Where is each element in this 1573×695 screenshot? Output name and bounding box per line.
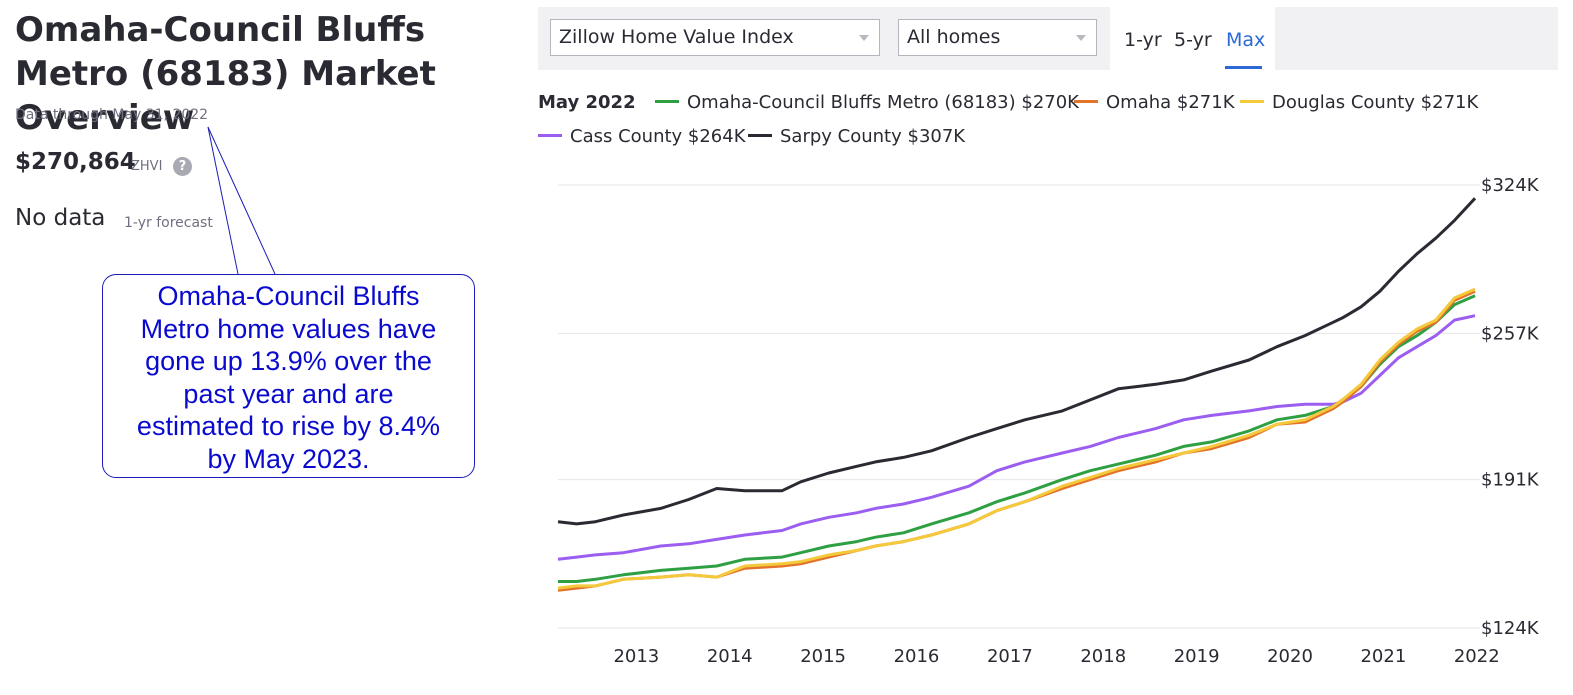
question-icon[interactable]: ? bbox=[173, 157, 192, 176]
x-tick-label: 2021 bbox=[1360, 646, 1406, 667]
tab-5-yr[interactable]: 5-yr bbox=[1174, 29, 1212, 51]
x-tick-label: 2019 bbox=[1174, 646, 1220, 667]
legend-label: Sarpy County $307K bbox=[780, 126, 966, 147]
chevron-down-icon bbox=[859, 35, 869, 41]
legend-item-sarpy-county[interactable]: Sarpy County $307K bbox=[748, 126, 965, 147]
legend-swatch bbox=[1240, 99, 1264, 103]
x-tick-label: 2018 bbox=[1080, 646, 1126, 667]
legend-swatch bbox=[1074, 99, 1098, 103]
callout-line: gone up 13.9% over the bbox=[145, 346, 432, 376]
page-title: Omaha-Council Bluffs Metro (68183) Marke… bbox=[15, 10, 436, 138]
tab-max[interactable]: Max bbox=[1226, 29, 1266, 51]
legend-label: Cass County $264K bbox=[570, 126, 746, 147]
legend-item-douglas-county[interactable]: Douglas County $271K bbox=[1240, 92, 1478, 113]
x-tick-label: 2020 bbox=[1267, 646, 1313, 667]
legend-swatch bbox=[538, 133, 562, 137]
legend-label: Omaha-Council Bluffs Metro (68183) $270K bbox=[687, 92, 1079, 113]
callout-line: Omaha-Council Bluffs bbox=[157, 281, 420, 311]
legend-date: May 2022 bbox=[538, 92, 636, 113]
annotation-callout: Omaha-Council Bluffs Metro home values h… bbox=[102, 274, 475, 478]
legend-label: Omaha $271K bbox=[1106, 92, 1235, 113]
callout-line: by May 2023. bbox=[207, 443, 370, 474]
y-tick-label: $324K bbox=[1481, 175, 1540, 196]
zhvi-label: ZHVI bbox=[131, 159, 163, 174]
callout-line: past year and are bbox=[183, 378, 394, 409]
x-tick-label: 2017 bbox=[987, 646, 1033, 667]
chevron-down-icon bbox=[1076, 35, 1086, 41]
forecast-label: 1-yr forecast bbox=[124, 215, 213, 231]
x-tick-label: 2014 bbox=[707, 646, 753, 667]
tab-1-yr[interactable]: 1-yr bbox=[1124, 29, 1162, 51]
legend-item-cass-county[interactable]: Cass County $264K bbox=[538, 126, 746, 147]
home-type-select[interactable]: All homes bbox=[898, 19, 1097, 56]
metric-select[interactable]: Zillow Home Value Index bbox=[550, 19, 880, 56]
y-tick-label: $257K bbox=[1481, 323, 1540, 344]
active-tab-indicator bbox=[1225, 66, 1262, 69]
legend-label: Douglas County $271K bbox=[1272, 92, 1479, 113]
series-line-omaha[interactable] bbox=[557, 289, 1476, 592]
legend-item-metro[interactable]: Omaha-Council Bluffs Metro (68183) $270K bbox=[655, 92, 1079, 113]
x-tick-label: 2016 bbox=[894, 646, 940, 667]
data-through-date: Data through May 31, 2022 bbox=[15, 107, 209, 123]
home-type-select-value: All homes bbox=[907, 26, 1001, 48]
series-line-douglas-county[interactable] bbox=[557, 287, 1476, 590]
x-tick-label: 2022 bbox=[1454, 646, 1500, 667]
series-line-omaha-council-bluffs-metro-68183[interactable] bbox=[558, 294, 1476, 583]
zhvi-value: $270,864 bbox=[15, 149, 136, 175]
x-tick-label: 2013 bbox=[613, 646, 659, 667]
forecast-value: No data bbox=[15, 205, 106, 231]
home-value-line-chart[interactable]: $124K $191K $257K $324K 2013 2014 2015 2016 2017… bbox=[540, 150, 1560, 680]
time-range-tabs: 1-yr 5-yr Max bbox=[1110, 7, 1275, 70]
metric-select-value: Zillow Home Value Index bbox=[559, 26, 794, 48]
x-tick-label: 2015 bbox=[800, 646, 846, 667]
y-tick-label: $124K bbox=[1481, 618, 1540, 639]
callout-line: Metro home values have bbox=[140, 313, 437, 344]
legend-swatch bbox=[655, 99, 679, 103]
series-line-sarpy-county[interactable] bbox=[557, 197, 1477, 526]
legend-swatch bbox=[748, 133, 772, 137]
legend-item-omaha[interactable]: Omaha $271K bbox=[1074, 92, 1235, 113]
y-tick-label: $191K bbox=[1481, 470, 1540, 491]
series-line-cass-county[interactable] bbox=[557, 314, 1476, 561]
callout-line: estimated to rise by 8.4% bbox=[136, 411, 441, 441]
